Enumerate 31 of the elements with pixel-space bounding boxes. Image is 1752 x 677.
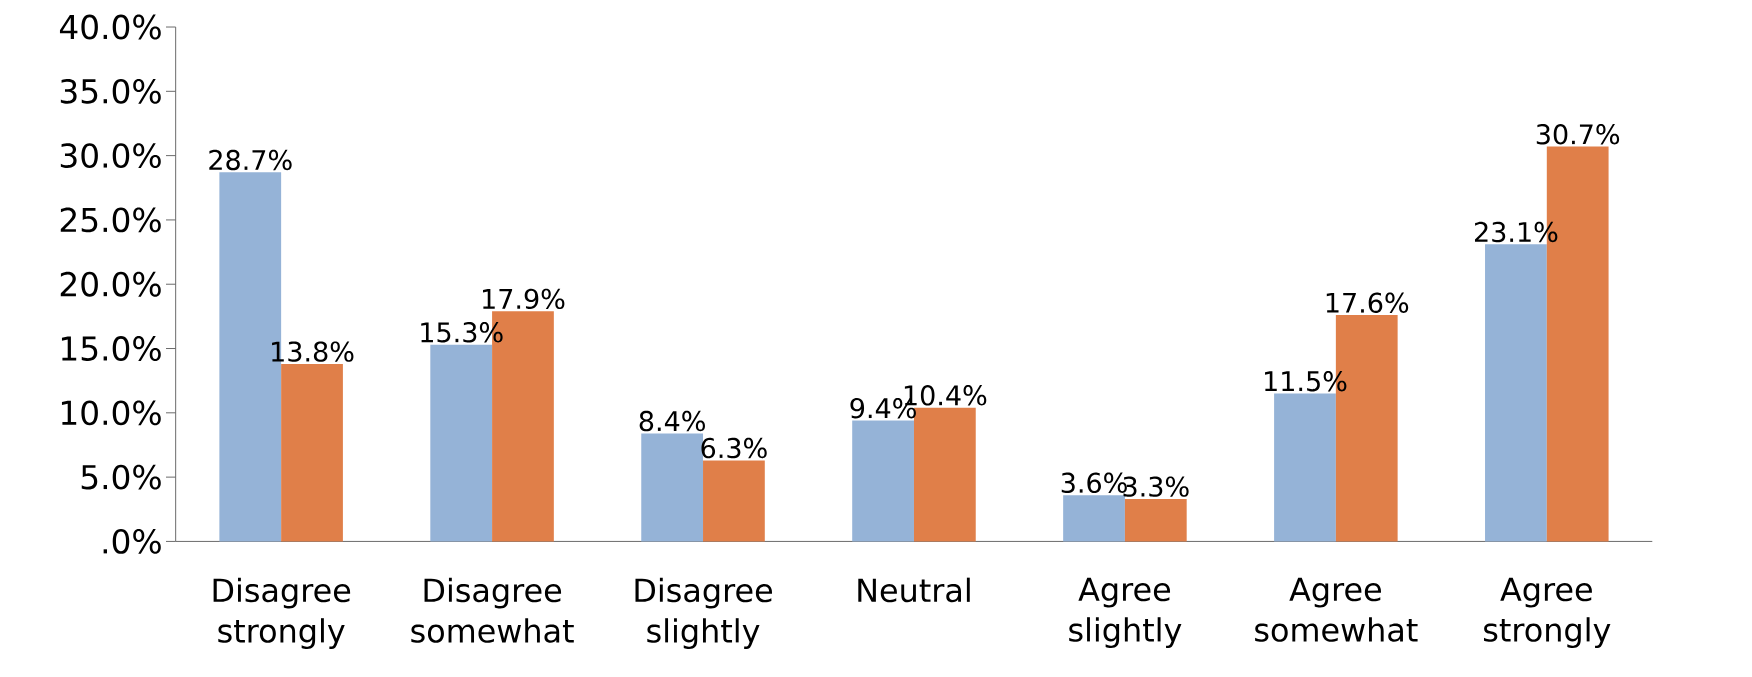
bar [703, 460, 765, 542]
bar [281, 364, 343, 542]
y-tick-label: 20.0% [60, 272, 161, 297]
y-tick-label: 40.0% [59, 14, 161, 40]
x-tick-label: Disagree somewhat [411, 577, 574, 644]
x-tick-label: Agree strongly [1484, 577, 1611, 649]
x-tick-label: Disagree strongly [213, 577, 351, 650]
y-tick-label: 5.0% [81, 464, 161, 490]
data-label: 13.8% [272, 341, 354, 363]
data-label: 8.4% [639, 411, 705, 432]
x-tick-label: Disagree slightly [635, 577, 772, 650]
x-tick-label: Neutral [858, 577, 970, 603]
x-tick-label: Agree somewhat [1255, 577, 1418, 643]
data-label: 30.7% [1536, 124, 1620, 145]
y-tick-label: 15.0% [61, 336, 161, 362]
bar [1063, 495, 1125, 542]
data-label: 28.7% [209, 150, 292, 171]
bar [852, 420, 914, 542]
y-tick-label: .0% [103, 529, 161, 555]
bar [1124, 499, 1187, 542]
data-label: 17.6% [1326, 292, 1409, 314]
y-tick-label: 30.0% [60, 143, 161, 169]
bar [1485, 244, 1547, 542]
x-tick-label: Agree slightly [1069, 577, 1182, 649]
y-tick-label: 10.0% [61, 400, 161, 426]
bar [1274, 393, 1336, 542]
data-label: 17.9% [483, 288, 565, 310]
y-tick-label: 25.0% [60, 207, 161, 233]
data-label: 6.3% [701, 438, 767, 459]
y-tick-label: 35.0% [60, 79, 161, 104]
bar [430, 344, 493, 542]
